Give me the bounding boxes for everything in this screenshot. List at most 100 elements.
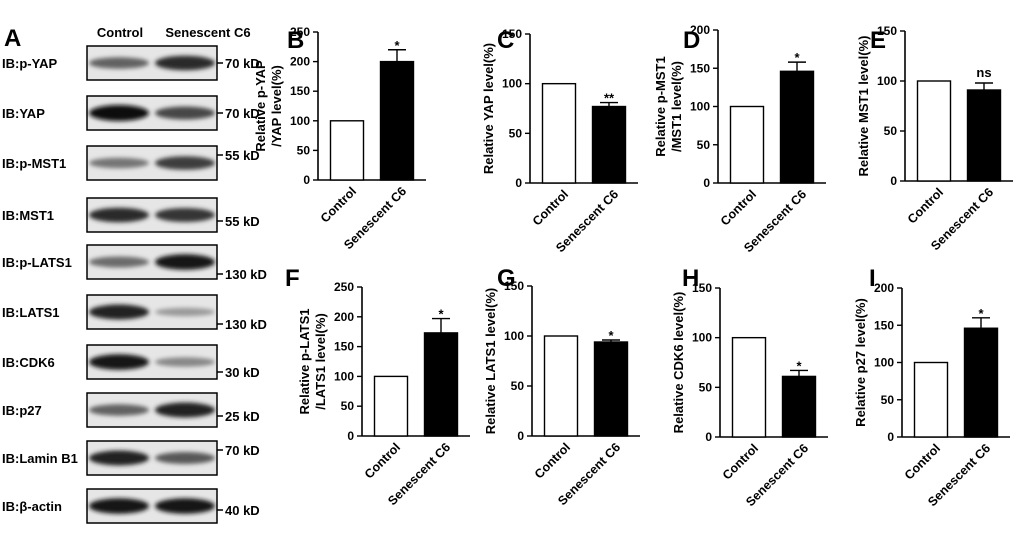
band-senescent xyxy=(155,307,215,317)
panel-letter: E xyxy=(870,27,886,54)
band-control xyxy=(89,304,149,320)
marker-size-label: 130 kD xyxy=(225,317,267,332)
chart-panel-h: H 0 50 100 150 Relative CDK6 level(%) * Control… xyxy=(671,265,828,509)
band-senescent xyxy=(155,254,215,270)
band-control xyxy=(89,256,149,268)
y-tick-label: 150 xyxy=(502,27,522,41)
band-senescent xyxy=(155,452,215,464)
blot-row-label: IB:p-LATS1 xyxy=(2,255,72,270)
marker-size-label: 55 kD xyxy=(225,214,260,229)
significance-label: ** xyxy=(604,91,615,106)
y-tick-label: 100 xyxy=(692,331,712,345)
significance-label: * xyxy=(978,306,984,321)
chart-panel-g: G 0 50 100 150 Relative LATS1 level(%) * Contro… xyxy=(483,265,640,508)
x-category-label: Control xyxy=(318,184,359,225)
y-tick-label: 0 xyxy=(705,430,712,444)
blot-strip xyxy=(86,145,223,181)
band-senescent xyxy=(155,156,215,170)
panel-letter: F xyxy=(285,265,300,292)
blot-row-label: IB:Lamin B1 xyxy=(2,451,78,466)
y-tick-label: 200 xyxy=(334,310,354,324)
blot-row-label: IB:p27 xyxy=(2,403,42,418)
bar-control xyxy=(916,80,952,182)
y-tick-label: 0 xyxy=(347,429,354,443)
y-axis-label: Relative LATS1 level(%) xyxy=(483,288,498,434)
blot-strip xyxy=(86,95,223,131)
blot-strip xyxy=(86,488,223,524)
blot-row-label: IB:p-YAP xyxy=(2,56,57,71)
panel-letter-a: A xyxy=(4,25,21,52)
bar-senescent xyxy=(963,327,999,438)
bar-senescent xyxy=(423,332,459,437)
x-category-label: Control xyxy=(532,440,573,481)
y-tick-label: 150 xyxy=(877,24,897,38)
panel-letter: D xyxy=(683,27,700,54)
y-tick-label: 50 xyxy=(699,380,713,394)
band-control xyxy=(89,498,149,514)
significance-label: * xyxy=(796,358,802,373)
y-tick-label: 0 xyxy=(890,174,897,188)
bar-control xyxy=(329,120,365,181)
significance-label: ns xyxy=(976,65,991,80)
significance-label: * xyxy=(394,38,400,53)
band-senescent xyxy=(155,55,215,71)
y-tick-label: 50 xyxy=(697,138,711,152)
marker-size-label: 70 kD xyxy=(225,443,260,458)
blot-strip xyxy=(86,440,223,476)
bar-senescent xyxy=(966,89,1002,182)
band-control xyxy=(89,57,149,69)
bar-control xyxy=(729,105,765,184)
y-tick-label: 100 xyxy=(504,329,524,343)
marker-size-label: 30 kD xyxy=(225,365,260,380)
chart-panel-i: I 0 50 100 150 200 Relative p27 level(%) * Contr… xyxy=(853,265,1010,509)
y-tick-label: 50 xyxy=(509,126,523,140)
y-tick-label: 250 xyxy=(334,280,354,294)
y-tick-label: 250 xyxy=(290,25,310,39)
x-category-label: Control xyxy=(362,440,403,481)
blot-strip xyxy=(86,45,223,81)
y-tick-label: 200 xyxy=(874,281,894,295)
y-tick-label: 50 xyxy=(511,379,525,393)
y-tick-label: 150 xyxy=(290,84,310,98)
significance-label: * xyxy=(608,328,614,343)
blot-row-label: IB:p-MST1 xyxy=(2,156,66,171)
y-tick-label: 50 xyxy=(297,143,311,157)
y-tick-label: 0 xyxy=(303,173,310,187)
y-tick-label: 100 xyxy=(877,74,897,88)
band-control xyxy=(89,354,149,370)
chart-panel-e: E 0 50 100 150 Relative MST1 level(%) ns Contro… xyxy=(856,24,1013,253)
x-category-label: Control xyxy=(905,185,946,226)
blot-row-label: IB:YAP xyxy=(2,106,45,121)
band-senescent xyxy=(155,208,215,222)
y-tick-label: 50 xyxy=(884,124,898,138)
chart-panel-d: D 0 50 100 150 200 Relative p-MST1/MST1 level(… xyxy=(653,23,826,255)
y-tick-label: 150 xyxy=(692,281,712,295)
y-tick-label: 150 xyxy=(874,318,894,332)
y-tick-label: 0 xyxy=(515,176,522,190)
y-tick-label: 100 xyxy=(334,369,354,383)
chart-panel-c: C 0 50 100 150 Relative YAP level(%) ** Control… xyxy=(481,27,638,255)
y-axis-label: /LATS1 level(%) xyxy=(313,313,328,410)
y-tick-label: 150 xyxy=(334,340,354,354)
y-axis-label: Relative p-MST1 xyxy=(653,56,668,156)
band-senescent xyxy=(155,498,215,514)
panel-letter: H xyxy=(682,265,699,292)
blot-row-label: IB:MST1 xyxy=(2,208,54,223)
significance-label: * xyxy=(794,50,800,65)
y-tick-label: 50 xyxy=(881,393,895,407)
y-tick-label: 100 xyxy=(502,77,522,91)
chart-panel-f: F 0 50 100 150 200 250 Relative p-LATS1/LATS1 l… xyxy=(285,265,470,508)
marker-size-label: 25 kD xyxy=(225,409,260,424)
y-axis-label: /YAP level(%) xyxy=(269,65,284,147)
band-control xyxy=(89,404,149,416)
y-tick-label: 0 xyxy=(887,430,894,444)
bar-control xyxy=(731,336,767,438)
bar-control xyxy=(543,335,579,437)
bar-senescent xyxy=(779,70,815,184)
y-axis-label: Relative p-YAP xyxy=(253,60,268,152)
lane-header-control: Control xyxy=(97,25,143,40)
band-senescent xyxy=(155,402,215,418)
y-tick-label: 150 xyxy=(504,279,524,293)
y-tick-label: 100 xyxy=(690,100,710,114)
